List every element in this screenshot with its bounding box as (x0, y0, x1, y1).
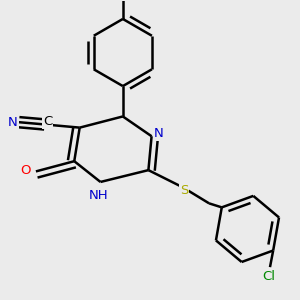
Text: O: O (20, 164, 31, 177)
Text: S: S (180, 184, 188, 197)
Text: N: N (154, 127, 164, 140)
Text: Cl: Cl (262, 270, 275, 283)
Text: C: C (43, 115, 52, 128)
Text: N: N (8, 116, 17, 129)
Text: NH: NH (89, 189, 109, 202)
